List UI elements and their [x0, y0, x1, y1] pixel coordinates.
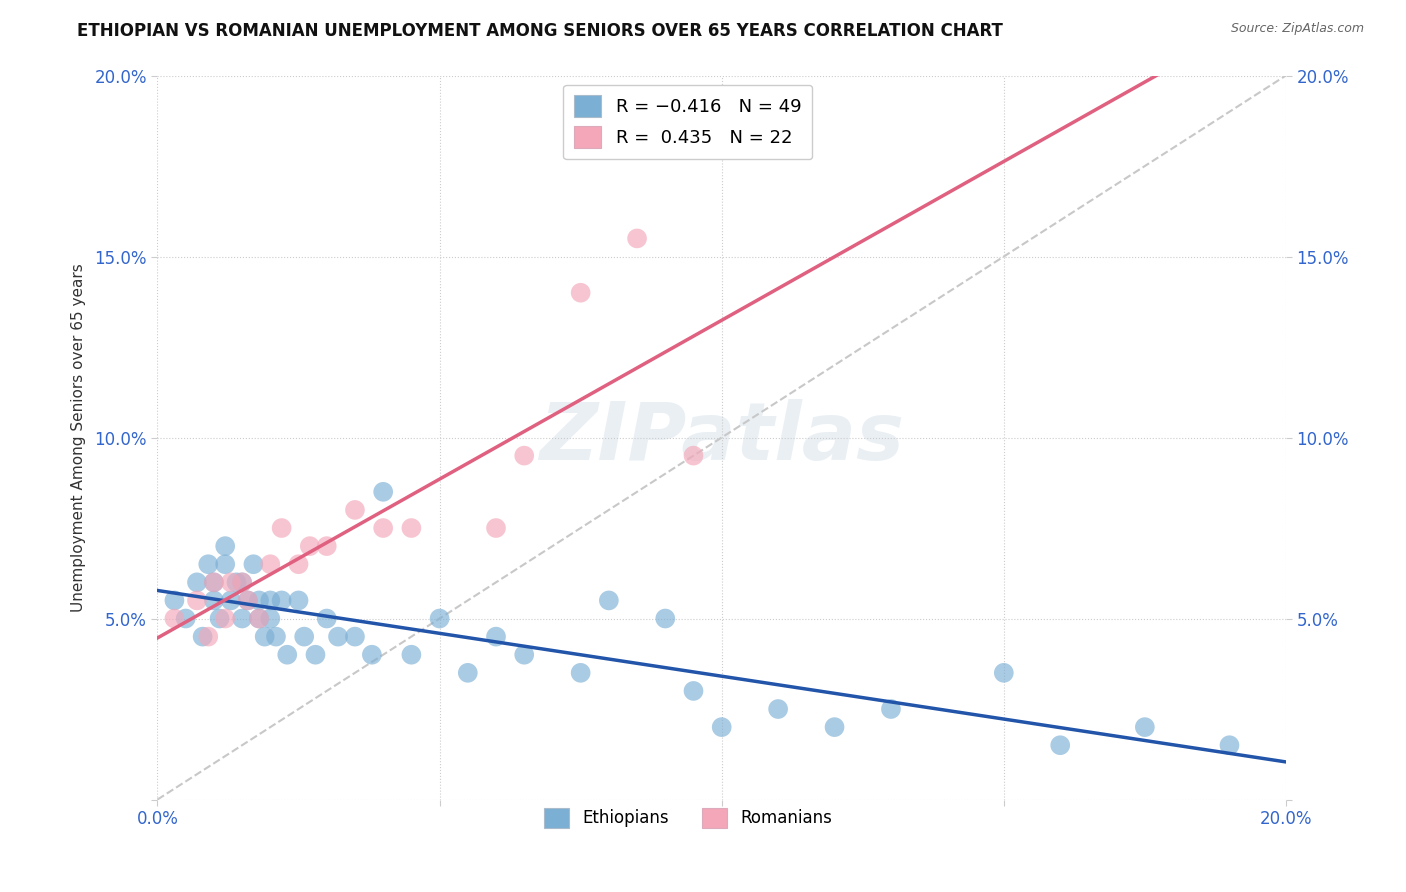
Point [401, 648, 423, 662]
Point [231, 575, 253, 590]
Point [197, 630, 219, 644]
Point [163, 611, 186, 625]
Point [287, 593, 309, 607]
Point [231, 611, 253, 625]
Point [710, 720, 733, 734]
Point [259, 558, 281, 572]
Point [569, 285, 592, 300]
Point [186, 575, 208, 590]
Point [626, 231, 648, 245]
Point [457, 665, 479, 680]
Point [208, 611, 231, 625]
Point [214, 539, 236, 553]
Text: ZIPatlas: ZIPatlas [538, 399, 904, 476]
Y-axis label: Unemployment Among Seniors over 65 years: Unemployment Among Seniors over 65 years [72, 263, 86, 612]
Point [485, 521, 508, 535]
Point [569, 665, 592, 680]
Point [401, 521, 423, 535]
Point [343, 630, 366, 644]
Point [247, 593, 270, 607]
Point [292, 630, 315, 644]
Point [259, 611, 281, 625]
Point [225, 575, 247, 590]
Text: Source: ZipAtlas.com: Source: ZipAtlas.com [1230, 22, 1364, 36]
Point [219, 575, 242, 590]
Point [682, 449, 704, 463]
Point [513, 449, 536, 463]
Point [219, 593, 242, 607]
Point [247, 611, 270, 625]
Point [361, 648, 384, 662]
Point [259, 593, 281, 607]
Point [174, 611, 197, 625]
Point [236, 593, 259, 607]
Point [654, 611, 676, 625]
Point [373, 484, 395, 499]
Point [682, 684, 704, 698]
Point [287, 558, 309, 572]
Point [326, 630, 349, 644]
Point [598, 593, 620, 607]
Point [1049, 738, 1071, 752]
Point [191, 630, 214, 644]
Point [1133, 720, 1156, 734]
Point [270, 593, 292, 607]
Point [276, 648, 298, 662]
Point [429, 611, 451, 625]
Point [298, 539, 321, 553]
Point [264, 630, 287, 644]
Point [824, 720, 846, 734]
Point [315, 539, 337, 553]
Point [993, 665, 1015, 680]
Point [766, 702, 789, 716]
Point [197, 558, 219, 572]
Point [315, 611, 337, 625]
Point [373, 521, 395, 535]
Point [202, 593, 225, 607]
Point [880, 702, 903, 716]
Point [236, 593, 259, 607]
Point [214, 558, 236, 572]
Point [214, 611, 236, 625]
Point [304, 648, 326, 662]
Point [202, 575, 225, 590]
Point [253, 630, 276, 644]
Point [1218, 738, 1240, 752]
Point [343, 503, 366, 517]
Point [513, 648, 536, 662]
Point [242, 558, 264, 572]
Point [485, 630, 508, 644]
Point [231, 575, 253, 590]
Point [202, 575, 225, 590]
Point [247, 611, 270, 625]
Point [270, 521, 292, 535]
Legend: Ethiopians, Romanians: Ethiopians, Romanians [537, 801, 839, 835]
Point [186, 593, 208, 607]
Point [163, 593, 186, 607]
Text: ETHIOPIAN VS ROMANIAN UNEMPLOYMENT AMONG SENIORS OVER 65 YEARS CORRELATION CHART: ETHIOPIAN VS ROMANIAN UNEMPLOYMENT AMONG… [77, 22, 1004, 40]
